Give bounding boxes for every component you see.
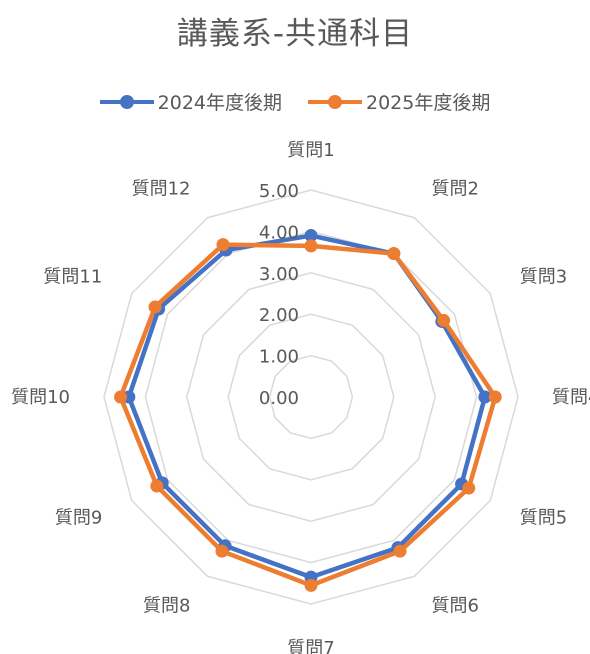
- series-1-point-4: [478, 390, 492, 404]
- chart-title: 講義系-共通科目: [176, 16, 414, 52]
- legend-swatch-series-2: [308, 94, 362, 109]
- series-2-point-12: [216, 238, 230, 252]
- grid-ring-4: [144, 230, 478, 564]
- tick-label: 2.00: [259, 305, 299, 326]
- tick-label: 5.00: [259, 181, 299, 202]
- series-2-point-7: [304, 578, 318, 592]
- legend-label-series-1: 2024年度後期: [157, 92, 282, 114]
- category-label: 質問3: [520, 267, 567, 288]
- category-label: 質問1: [287, 140, 334, 161]
- legend-item-series-2: 2025年度後期: [308, 88, 490, 115]
- legend-label-series-2: 2025年度後期: [366, 92, 491, 114]
- category-label: 質問6: [432, 596, 479, 617]
- series-2-point-3: [437, 313, 451, 327]
- tick-label: 0.00: [259, 388, 299, 409]
- category-label: 質問9: [55, 508, 102, 529]
- radar-grid: [103, 189, 519, 605]
- category-labels: 質問1 質問2 質問3 質問4 質問5 質問6 質問7 質問8 質問9 質問10 質問11 質問12: [11, 140, 590, 654]
- grid-ring-3: [186, 272, 436, 522]
- series-2-point-6: [393, 544, 407, 558]
- series-2: [114, 238, 502, 592]
- series-2-point-1: [304, 239, 318, 253]
- chart-legend: 2024年度後期 2025年度後期: [0, 88, 590, 115]
- series-1-point-1: [304, 229, 318, 243]
- category-label: 質問2: [432, 178, 479, 199]
- tick-label: 4.00: [259, 222, 299, 243]
- series-line-1: [126, 233, 488, 580]
- series-2-point-9: [150, 479, 164, 493]
- series-2-point-8: [215, 544, 229, 558]
- series-2-point-2: [387, 247, 401, 261]
- grid-ring-1: [268, 354, 354, 440]
- legend-swatch-series-1: [99, 94, 154, 109]
- grid-ring-5: [103, 189, 519, 605]
- category-label: 質問8: [143, 596, 190, 617]
- radial-tick-labels: 0.00 1.00 2.00 3.00 4.00 5.00: [259, 181, 299, 409]
- grid-ring-2: [227, 313, 395, 481]
- legend-item-series-1: 2024年度後期: [99, 88, 282, 115]
- category-label: 質問11: [43, 267, 102, 288]
- series-2-point-4: [488, 390, 502, 404]
- series-2-point-5: [462, 481, 476, 495]
- series-1: [122, 229, 492, 584]
- category-label: 質問7: [287, 638, 334, 654]
- tick-label: 3.00: [259, 264, 299, 285]
- series-2-point-11: [148, 300, 162, 314]
- category-label: 質問10: [11, 387, 70, 408]
- tick-label: 1.00: [259, 347, 299, 368]
- category-label: 質問12: [132, 178, 191, 199]
- series-2-point-10: [114, 390, 128, 404]
- category-label: 質問4: [552, 387, 590, 408]
- category-label: 質問5: [520, 508, 567, 529]
